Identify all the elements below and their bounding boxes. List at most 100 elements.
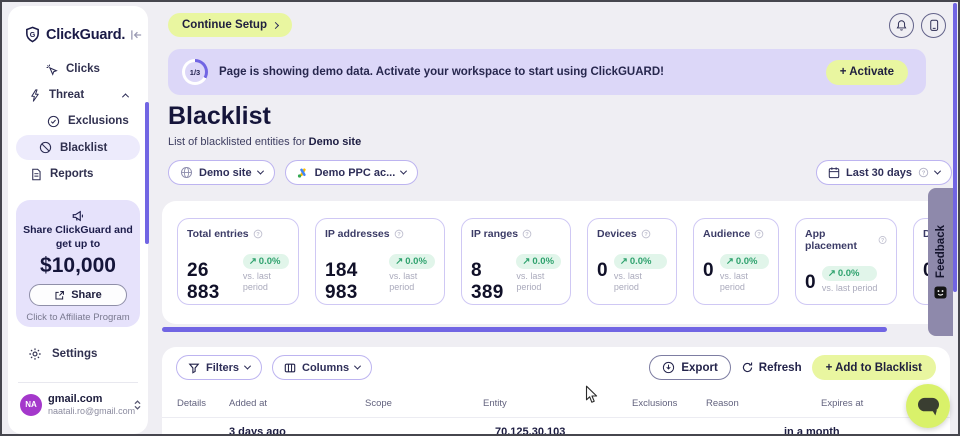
- scope-selectors: Demo site Demo PPC ac...: [168, 160, 419, 185]
- promo-text-line2: get up to: [55, 238, 101, 251]
- vertical-scrollbar[interactable]: [953, 3, 957, 292]
- stat-label: IP addresses: [325, 228, 390, 240]
- user-email: naatali.ro@gmail.com: [48, 406, 136, 417]
- stat-delta: 0.0%: [258, 256, 281, 267]
- sidebar-item-label: Blacklist: [60, 141, 108, 154]
- share-button-label: Share: [71, 289, 102, 302]
- chevron-down-icon: [354, 362, 362, 370]
- sidebar-item-settings[interactable]: Settings: [28, 347, 97, 361]
- ppc-account-selector[interactable]: Demo PPC ac...: [284, 160, 419, 185]
- stat-label: Audience: [703, 228, 751, 240]
- info-icon: ?: [253, 229, 262, 239]
- info-icon: ?: [522, 229, 532, 239]
- banner-message: Page is showing demo data. Activate your…: [219, 66, 664, 78]
- sidebar-item-clicks[interactable]: Clicks: [16, 57, 140, 81]
- user-menu[interactable]: NA gmail.com naatali.ro@gmail.com: [20, 393, 142, 416]
- svg-text:?: ?: [644, 232, 648, 238]
- stat-value: 0: [703, 260, 714, 281]
- refresh-label: Refresh: [758, 361, 802, 374]
- table-row[interactable]: 3 days ago 70.125.30.103 in a month: [162, 418, 950, 434]
- stat-caption: vs. last period: [613, 271, 642, 293]
- stat-delta: 0.0%: [405, 256, 427, 267]
- shield-logo-icon: G: [24, 26, 41, 43]
- column-header-reason[interactable]: Reason: [706, 398, 739, 409]
- stat-card-ip-addresses: IP addresses ? 184 983 ↗ 0.0% vs. last pe…: [315, 218, 445, 305]
- column-header-expires-at[interactable]: Expires at: [821, 398, 864, 409]
- info-icon: ?: [754, 229, 764, 239]
- chat-widget-button[interactable]: [906, 384, 950, 428]
- settings-label: Settings: [52, 348, 98, 360]
- sidebar-item-reports[interactable]: Reports: [16, 162, 140, 186]
- logo: G ClickGuard.: [8, 6, 148, 55]
- add-to-blacklist-label: + Add to Blacklist: [825, 361, 922, 374]
- filters-button[interactable]: Filters: [176, 355, 263, 380]
- trend-up-icon: ↗: [248, 256, 257, 267]
- stat-caption: vs. last period: [821, 283, 878, 293]
- svg-text:?: ?: [758, 232, 762, 238]
- bolt-icon: [29, 88, 41, 102]
- export-button[interactable]: Export: [649, 355, 731, 380]
- collapse-sidebar-icon[interactable]: [130, 29, 143, 41]
- column-header-details[interactable]: Details: [177, 398, 207, 409]
- stat-label: Total entries: [187, 228, 249, 240]
- info-icon: ?: [918, 167, 929, 178]
- affiliate-promo-card[interactable]: Share ClickGuard and get up to $10,000 S…: [16, 200, 140, 327]
- site-selector[interactable]: Demo site: [168, 160, 275, 185]
- trend-up-icon: ↗: [827, 268, 836, 279]
- stat-value: 0: [805, 272, 816, 293]
- horizontal-scrollbar[interactable]: [162, 327, 887, 332]
- info-icon: ?: [394, 229, 403, 239]
- svg-text:?: ?: [922, 171, 926, 177]
- continue-setup-label: Continue Setup: [182, 19, 267, 31]
- smiley-icon: [934, 285, 947, 299]
- book-icon: [928, 19, 940, 32]
- stat-value: 184 983: [325, 260, 358, 303]
- download-circle-icon: [662, 361, 675, 374]
- sidebar-item-threat[interactable]: Threat: [16, 83, 140, 107]
- date-range-label: Last 30 days: [846, 166, 913, 179]
- stat-caption: vs. last period: [389, 271, 418, 293]
- calendar-icon: [828, 166, 840, 179]
- column-header-entity[interactable]: Entity: [483, 398, 507, 409]
- check-circle-icon: [47, 115, 60, 128]
- table-header-row: Details Added at Scope Entity Exclusions…: [162, 394, 950, 418]
- add-to-blacklist-button[interactable]: + Add to Blacklist: [811, 355, 936, 380]
- activate-button[interactable]: + Activate: [825, 59, 908, 85]
- notifications-button[interactable]: [889, 13, 914, 38]
- stat-value: 0: [597, 260, 608, 281]
- blacklist-table-panel: Filters Columns Export: [162, 347, 950, 434]
- svg-text:?: ?: [397, 232, 401, 238]
- continue-setup-button[interactable]: Continue Setup: [168, 13, 292, 37]
- share-button[interactable]: Share: [29, 284, 127, 307]
- stat-card-app-placement: App placement ? 0 ↗ 0.0% vs. last period: [795, 218, 897, 305]
- stat-caption: vs. last period: [719, 271, 748, 293]
- feedback-tab[interactable]: Feedback: [928, 188, 953, 336]
- refresh-button[interactable]: Refresh: [741, 361, 802, 374]
- sidebar-nav: Clicks Threat Exclusions Blacklist: [8, 57, 148, 186]
- affiliate-link-text[interactable]: Click to Affiliate Program: [26, 312, 130, 324]
- trend-up-icon: ↗: [725, 256, 734, 267]
- chevron-updown-icon: [133, 399, 142, 411]
- sidebar-item-blacklist[interactable]: Blacklist: [16, 135, 140, 160]
- stat-card-ip-ranges: IP ranges ? 8 389 ↗ 0.0% vs. last period: [461, 218, 571, 305]
- stat-value: 8 389: [471, 260, 504, 303]
- avatar: NA: [20, 393, 42, 416]
- sidebar-item-exclusions[interactable]: Exclusions: [16, 109, 140, 133]
- bell-icon: [895, 19, 908, 32]
- sidebar-item-label: Reports: [50, 168, 94, 180]
- stat-caption: vs. last period: [242, 271, 271, 293]
- refresh-icon: [741, 361, 754, 374]
- column-header-scope[interactable]: Scope: [365, 398, 392, 409]
- cursor-click-icon: [45, 63, 58, 76]
- sidebar-scrollbar[interactable]: [145, 102, 149, 244]
- docs-button[interactable]: [921, 13, 946, 38]
- chevron-up-icon: [121, 92, 130, 100]
- columns-button[interactable]: Columns: [272, 355, 373, 380]
- column-header-exclusions[interactable]: Exclusions: [632, 398, 678, 409]
- trend-up-icon: ↗: [619, 256, 628, 267]
- svg-text:?: ?: [525, 232, 529, 238]
- date-range-selector[interactable]: Last 30 days ?: [816, 160, 953, 185]
- column-header-added-at[interactable]: Added at: [229, 398, 268, 409]
- setup-progress-ring: 1/3: [182, 59, 208, 85]
- stat-value: 26 883: [187, 260, 220, 303]
